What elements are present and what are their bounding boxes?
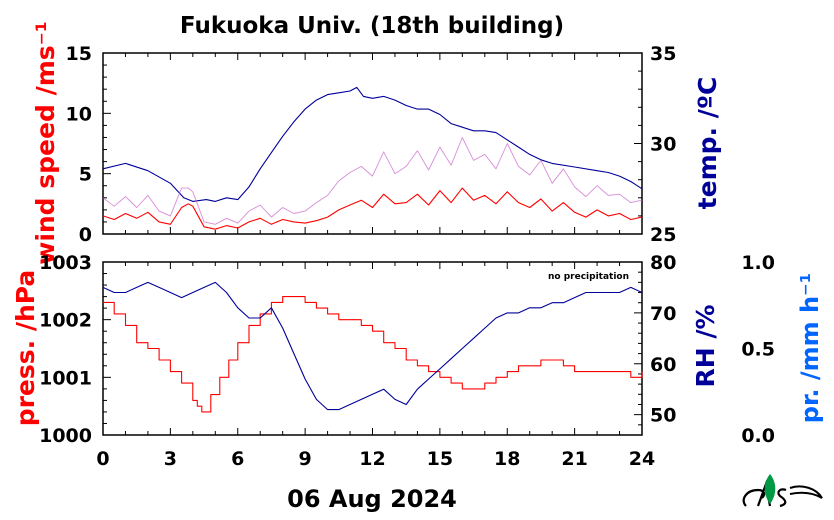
series-line (102, 86, 643, 202)
series-line (102, 187, 643, 230)
pressure-tick-label: 1001 (39, 367, 92, 389)
no-precipitation-note: no precipitation (548, 272, 629, 282)
lower-axis-ticks (102, 261, 643, 436)
rh-tick-label: 70 (650, 303, 676, 325)
hour-tick-labels: 0 3 6 9 12 15 18 21 24 (96, 448, 655, 470)
pressure-tick-label: 1002 (39, 310, 92, 332)
precipitation-tick-label: 1.0 (741, 252, 775, 274)
series-line (102, 281, 643, 411)
hour-tick-label: 3 (164, 448, 177, 470)
hour-tick-label: 15 (427, 448, 453, 470)
rh-axis-label: RH /% (691, 304, 720, 387)
pressure-axis-label: press. /hPa (11, 270, 40, 427)
lower-plot-frame (102, 261, 643, 436)
temperature-tick-label: 30 (650, 134, 676, 156)
hour-tick-label: 21 (561, 448, 587, 470)
temperature-tick-labels: 25 30 35 (650, 43, 676, 246)
precipitation-tick-label: 0.5 (741, 339, 775, 361)
wind-speed-tick-label: 10 (66, 103, 92, 125)
hour-tick-label: 12 (359, 448, 385, 470)
precipitation-tick-label: 0.0 (741, 425, 775, 447)
hour-tick-label: 0 (96, 448, 109, 470)
series-line (103, 296, 643, 413)
temperature-tick-label: 35 (650, 43, 676, 65)
upper-panel: 0 5 10 15 25 30 35 wind speed /ms⁻¹ temp. /ºC (31, 21, 722, 265)
date-label: 06 Aug 2024 (287, 485, 457, 513)
lower-series-lines (102, 281, 643, 413)
hour-tick-label: 18 (494, 448, 520, 470)
rh-tick-label: 50 (650, 405, 676, 427)
wind-speed-tick-label: 5 (79, 164, 92, 186)
upper-axis-ticks (102, 52, 643, 235)
rh-tick-label: 80 (650, 252, 676, 274)
wind-speed-axis-label: wind speed /ms⁻¹ (31, 21, 60, 265)
hour-tick-label: 6 (231, 448, 244, 470)
series-line (102, 137, 643, 225)
wind-speed-tick-labels: 0 5 10 15 (66, 43, 92, 246)
chart-title: Fukuoka Univ. (18th building) (180, 13, 564, 39)
upper-series-lines (102, 86, 643, 230)
wind-speed-tick-label: 0 (79, 224, 92, 246)
wind-speed-tick-label: 15 (66, 43, 92, 65)
precipitation-axis-label: pr. /mm h⁻¹ (796, 273, 824, 423)
precipitation-tick-labels: 0.0 0.5 1.0 (741, 252, 775, 447)
institution-logo (742, 474, 823, 508)
hour-tick-label: 9 (299, 448, 312, 470)
rh-tick-labels: 50 60 70 80 (650, 252, 676, 427)
lower-panel: 1000 1001 1002 1003 50 60 70 80 0.0 0.5 1.0 0 3 6 9… (11, 252, 824, 513)
pressure-tick-labels: 1000 1001 1002 1003 (39, 252, 92, 447)
pressure-tick-label: 1000 (39, 425, 92, 447)
rh-tick-label: 60 (650, 354, 676, 376)
hour-tick-label: 24 (629, 448, 655, 470)
temperature-axis-label: temp. /ºC (693, 77, 722, 210)
temperature-tick-label: 25 (650, 224, 676, 246)
pressure-tick-label: 1003 (39, 252, 92, 274)
